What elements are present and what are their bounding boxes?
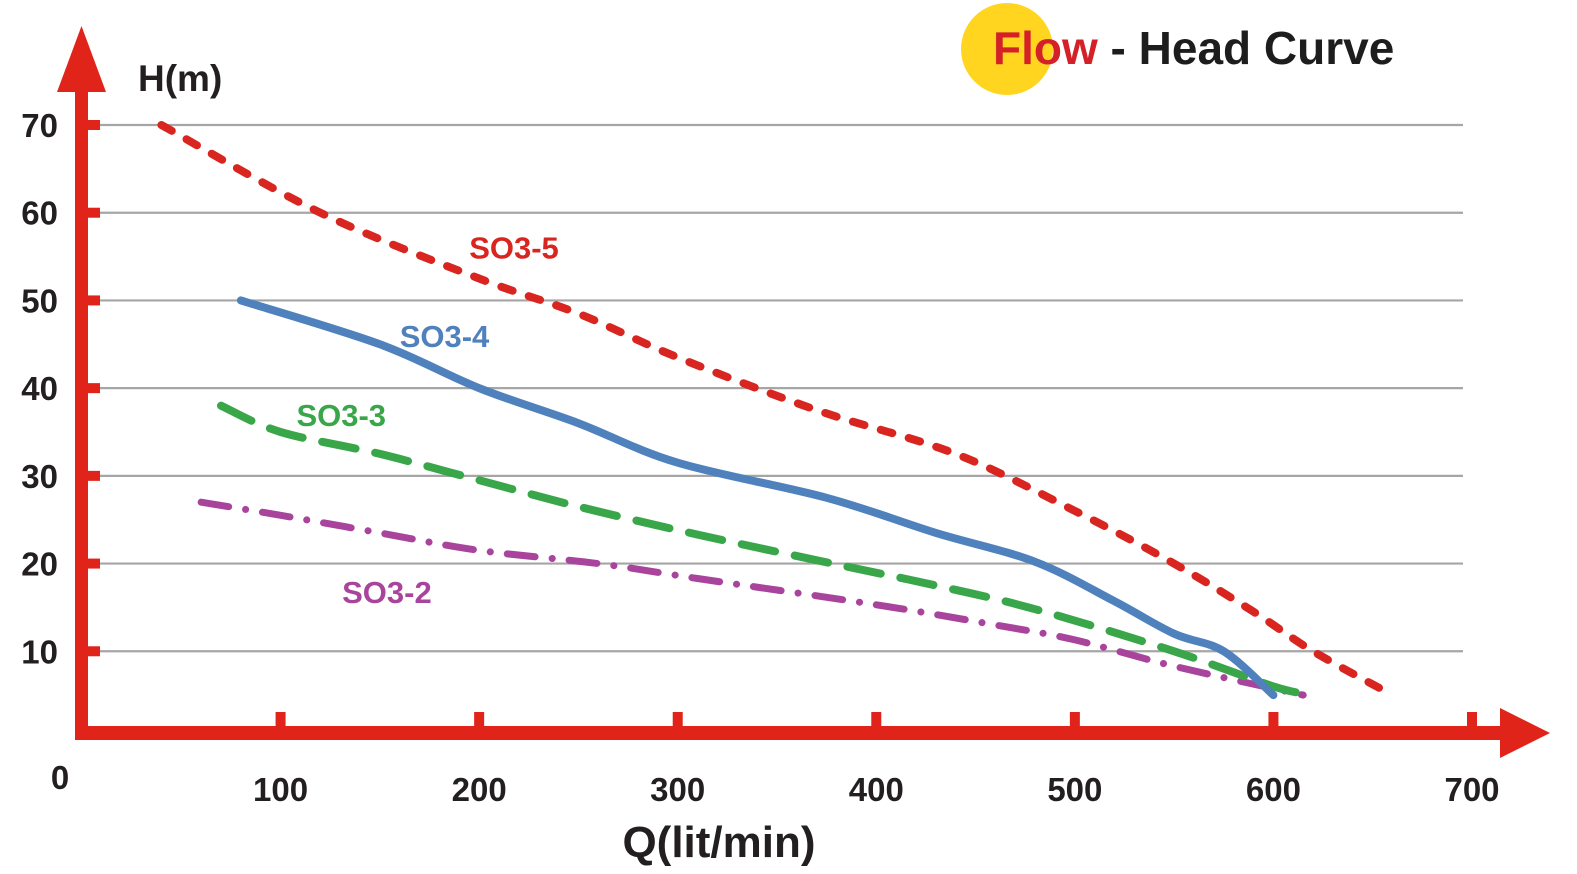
- x-tick-label-100: 100: [253, 771, 308, 808]
- x-tick-label-600: 600: [1246, 771, 1301, 808]
- curve-SO3-2: [197, 498, 1307, 699]
- x-axis-tick-500: [1069, 712, 1080, 726]
- x-tick-label-700: 700: [1444, 771, 1499, 808]
- x-tick-label-500: 500: [1047, 771, 1102, 808]
- series-label-SO3-3: SO3-3: [296, 398, 386, 433]
- series-label-SO3-4: SO3-4: [400, 319, 490, 354]
- curve-SO3-5: [157, 121, 1397, 700]
- y-axis-tick-40: [88, 383, 100, 394]
- x-tick-label-0: 0: [51, 759, 69, 796]
- x-tick-label-300: 300: [650, 771, 705, 808]
- y-tick-label-40: 40: [21, 370, 58, 407]
- y-axis-tick-20: [88, 558, 100, 569]
- x-axis-tick-700: [1467, 712, 1477, 726]
- chart-title-text: Flow - Head Curve: [993, 21, 1394, 75]
- y-axis-title: H(m): [138, 58, 222, 99]
- curve-SO3-3: [217, 401, 1318, 700]
- x-axis-tick-600: [1268, 712, 1279, 726]
- y-tick-label-60: 60: [21, 195, 58, 232]
- y-axis-line: [75, 86, 88, 740]
- series-label-SO3-2: SO3-2: [342, 575, 432, 610]
- x-tick-label-200: 200: [452, 771, 507, 808]
- y-axis-arrow-icon: [57, 26, 106, 92]
- chart-title: Flow - Head Curve: [950, 0, 1570, 100]
- x-axis-tick-200: [474, 712, 485, 726]
- x-axis-tick-100: [275, 712, 286, 726]
- x-axis-arrow-icon: [1500, 708, 1550, 758]
- x-tick-label-400: 400: [849, 771, 904, 808]
- title-rest-words: - Head Curve: [1097, 22, 1395, 74]
- y-axis-tick-60: [88, 207, 100, 218]
- x-axis-tick-300: [672, 712, 683, 726]
- title-highlight-circle: [961, 3, 1053, 95]
- y-axis-tick-10: [88, 646, 100, 657]
- title-flow-word: Flow: [993, 22, 1098, 74]
- y-tick-label-30: 30: [21, 458, 58, 495]
- y-tick-label-10: 10: [21, 633, 58, 670]
- y-axis-tick-70: [88, 120, 100, 130]
- x-axis-title: Q(lit/min): [622, 818, 815, 867]
- y-axis-tick-50: [88, 295, 100, 306]
- y-axis-tick-30: [88, 470, 100, 481]
- series-label-SO3-5: SO3-5: [469, 230, 559, 265]
- x-axis-line: [75, 726, 1503, 740]
- curve-SO3-4: [236, 296, 1278, 700]
- y-tick-label-20: 20: [21, 546, 58, 583]
- y-tick-label-50: 50: [21, 282, 58, 319]
- y-tick-label-70: 70: [21, 107, 58, 144]
- x-axis-tick-400: [871, 712, 882, 726]
